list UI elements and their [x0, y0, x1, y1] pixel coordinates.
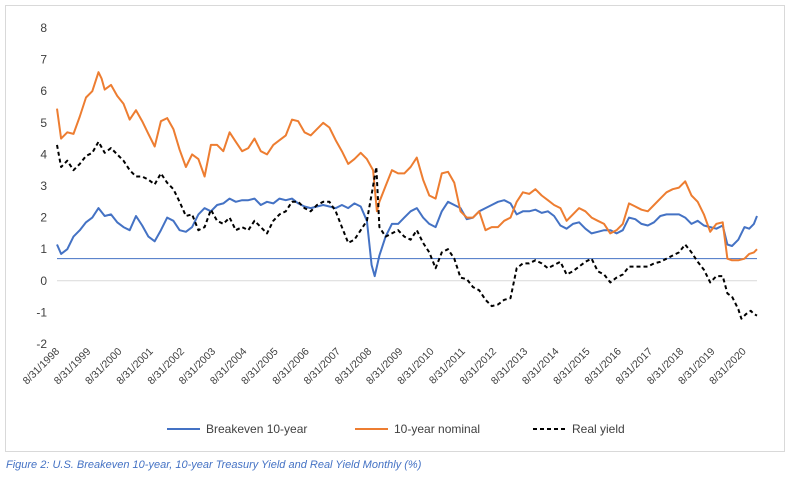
- y-tick-label: 0: [40, 274, 47, 288]
- x-axis: 8/31/19988/31/19998/31/20008/31/20018/31…: [21, 346, 749, 388]
- y-tick-label: -1: [36, 305, 47, 319]
- y-tick-label: 5: [40, 116, 47, 130]
- y-tick-label: 7: [40, 53, 47, 67]
- series-line-breakeven: [56, 197, 758, 278]
- figure-caption: Figure 2: U.S. Breakeven 10-year, 10-yea…: [6, 459, 422, 471]
- y-tick-label: 8: [40, 21, 47, 35]
- y-tick-label: 6: [40, 84, 47, 98]
- y-tick-label: 1: [40, 242, 47, 256]
- y-tick-label: -2: [36, 337, 47, 351]
- series-line-real: [56, 140, 758, 320]
- legend: Breakeven 10-year 10-year nominal Real y…: [167, 422, 625, 436]
- y-tick-label: 2: [40, 211, 47, 225]
- y-axis: 8 7 6 5 4 3 2 1 0 -1 -2: [36, 21, 47, 351]
- legend-label-nominal: 10-year nominal: [394, 422, 480, 436]
- legend-label-real: Real yield: [572, 422, 625, 436]
- chart-frame: [5, 5, 785, 452]
- y-tick-label: 4: [40, 147, 47, 161]
- legend-label-breakeven: Breakeven 10-year: [206, 422, 307, 436]
- series-line-nominal: [56, 71, 758, 262]
- y-tick-label: 3: [40, 179, 47, 193]
- plot-area: [56, 71, 758, 320]
- line-chart: 8 7 6 5 4 3 2 1 0 -1 -2 8/31/19988/31/19998/31/200…: [21, 21, 758, 436]
